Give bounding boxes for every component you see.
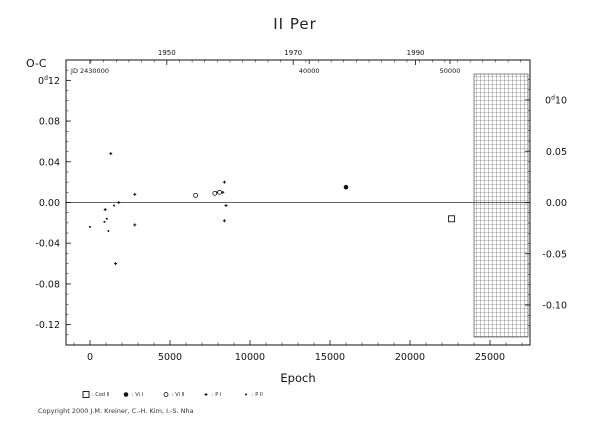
point-p-i <box>109 152 113 156</box>
legend-p-i-symbol <box>204 393 208 396</box>
point-p-i <box>133 192 137 196</box>
y-left-tick-label: 0d12 <box>38 75 60 87</box>
x-tick-label: 5000 <box>158 352 182 363</box>
point-p-i <box>114 262 118 266</box>
legend-vi-i-symbol <box>123 392 129 397</box>
point-vi-ii <box>193 192 199 198</box>
point-p-i <box>133 223 137 227</box>
point-p-ii <box>105 217 108 220</box>
y-right-tick-label: 0d10 <box>545 95 567 107</box>
point-cod-ii <box>448 215 456 223</box>
y-right-tick-label: -0.05 <box>542 249 567 260</box>
x-tick-label: 20000 <box>395 352 425 363</box>
point-p-i <box>221 190 225 194</box>
y-left-tick-label: -0.12 <box>35 320 60 331</box>
legend-p-ii-label: : P II <box>252 392 263 398</box>
point-p-ii <box>89 225 91 228</box>
y-left-tick-label: 0.08 <box>39 117 60 128</box>
jd-tick-label: JD 2430000 <box>70 67 109 75</box>
year-tick-label: 1990 <box>407 49 425 57</box>
point-p-i <box>224 204 228 208</box>
legend-vi-ii-symbol <box>163 392 169 397</box>
y-right-tick-label: 0.00 <box>546 198 567 209</box>
copyright-text: Copyright 2000 J.M. Kreiner, C.-H. Kim, … <box>38 407 194 415</box>
x-axis-label: Epoch <box>280 371 315 385</box>
chart-title: II Per <box>273 15 317 33</box>
legend-cod-ii-symbol <box>82 391 90 398</box>
y-left-tick-label: -0.04 <box>35 239 60 250</box>
x-tick-label: 0 <box>87 352 93 363</box>
point-vi-i <box>343 184 349 190</box>
jd-tick-label: 50000 <box>440 67 461 75</box>
legend-cod-ii-label: : Cod II <box>92 392 110 398</box>
x-tick-label: 10000 <box>235 352 265 363</box>
point-p-ii <box>107 230 110 232</box>
legend-p-i-label: : P I <box>212 392 221 398</box>
legend-p-ii-symbol <box>245 393 247 396</box>
jd-tick-label: 40000 <box>299 67 320 75</box>
y-left-tick-label: -0.08 <box>35 279 60 290</box>
point-p-ii <box>103 220 106 223</box>
point-p-i <box>222 219 226 223</box>
x-tick-label: 15000 <box>315 352 345 363</box>
prediction-zone <box>473 73 529 338</box>
point-p-i <box>117 201 121 204</box>
year-tick-label: 1970 <box>284 49 302 57</box>
y-right-tick-label: -0.10 <box>542 301 567 312</box>
point-p-ii <box>216 191 219 194</box>
legend-vi-i-label: : Vi I <box>132 392 143 398</box>
year-tick-label: 1950 <box>158 49 176 57</box>
legend-vi-ii-label: : Vi II <box>172 392 185 398</box>
point-p-i <box>222 180 226 184</box>
point-vi-ii <box>212 190 218 196</box>
point-p-i <box>103 208 107 212</box>
point-vi-ii <box>217 189 223 195</box>
y-right-tick-label: 0.05 <box>546 147 567 158</box>
y-left-tick-label: 0.04 <box>39 157 60 168</box>
point-p-ii <box>113 204 115 207</box>
y-axis-label: O-C <box>26 57 47 70</box>
y-left-tick-label: 0.00 <box>39 198 60 209</box>
x-tick-label: 25000 <box>475 352 505 363</box>
